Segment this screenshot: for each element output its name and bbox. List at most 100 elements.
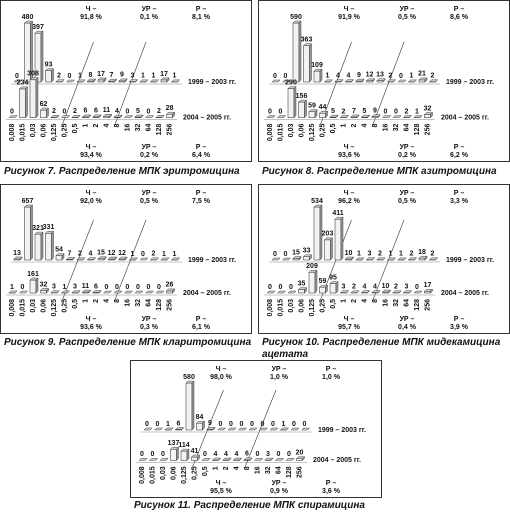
bar (24, 206, 31, 261)
annotation-label: УР – (400, 6, 415, 13)
bar-top (206, 427, 216, 430)
value-label: 0 (279, 284, 283, 291)
bar-side (35, 277, 39, 294)
value-label: 0 (256, 451, 260, 458)
annotation-value: 95,5 % (210, 488, 233, 495)
bar-top (155, 290, 165, 294)
category-label: 32 (135, 124, 142, 132)
value-label: 3 (342, 284, 346, 291)
bar (29, 279, 37, 294)
value-label: 0 (279, 108, 283, 115)
annotation-value: 0,5 % (398, 14, 417, 21)
category-label: 4 (361, 299, 368, 303)
value-label: 2 (405, 108, 409, 115)
annotation-value: 93,6 % (80, 324, 103, 331)
value-label: 0 (115, 284, 119, 291)
category-label: 64 (145, 124, 152, 132)
bar-top (392, 115, 402, 118)
bar-top (150, 79, 159, 83)
category-label: 0,5 (330, 299, 337, 309)
bar (308, 272, 316, 294)
bar-top (313, 204, 323, 208)
bar-top (164, 427, 174, 431)
bar-top (45, 68, 54, 71)
bar-top (238, 427, 247, 431)
bar (170, 449, 177, 461)
bar (29, 79, 37, 118)
bar-top (329, 114, 339, 118)
annotation-value: 6,2 % (450, 152, 469, 159)
annotation-value: 7,5 % (192, 198, 211, 205)
bar-side (35, 77, 39, 119)
bar-top (387, 79, 396, 83)
bar-side (40, 30, 44, 83)
bar-top (87, 78, 96, 82)
value-label: 3 (368, 251, 372, 258)
bar-top (285, 458, 295, 461)
bar-top (82, 114, 91, 118)
category-label: 0,25 (61, 299, 68, 313)
bar-top (196, 420, 205, 424)
category-label: 32 (135, 299, 142, 307)
bar (196, 422, 203, 431)
bar-top (13, 79, 23, 83)
annotation-label: Р – (196, 316, 207, 323)
category-label: 64 (403, 124, 410, 132)
annotation-label: Р – (454, 6, 465, 13)
bar-top (275, 458, 284, 461)
bar-side (314, 269, 318, 294)
annotation-label: УР – (400, 316, 415, 323)
bar-top (350, 290, 360, 294)
category-label: 128 (156, 299, 163, 311)
value-label: 1 (162, 251, 166, 258)
bar-top (103, 290, 112, 294)
row-label: 1999 – 2003 гг. (318, 427, 366, 434)
row-label: 1999 – 2003 гг. (188, 79, 236, 86)
value-label: 10 (345, 250, 353, 257)
value-label: 32 (424, 105, 432, 112)
value-label: 137 (168, 440, 180, 447)
value-label: 0 (229, 421, 233, 428)
bar-top (61, 290, 70, 294)
value-label: 0 (140, 451, 144, 458)
annotation-label: Ч – (86, 190, 97, 197)
row-label: 2004 – 2005 гг. (183, 114, 231, 121)
bar (45, 233, 52, 261)
bar-top (303, 43, 312, 46)
value-label: 0 (219, 421, 223, 428)
value-label: 17 (97, 71, 105, 78)
value-label: 12 (118, 250, 126, 257)
annotation-label: УР – (142, 6, 157, 13)
row-label: 2004 – 2005 гг. (441, 290, 489, 297)
value-label: 35 (298, 280, 306, 287)
annotation-label: Ч – (344, 144, 355, 151)
bar-top (298, 287, 307, 290)
figure-caption: Рисунок 7. Распределение МПК эритромицин… (4, 166, 240, 177)
bar-side (51, 230, 54, 261)
value-label: 2 (394, 284, 398, 291)
bar-top (61, 115, 70, 118)
bar-top (308, 270, 318, 273)
value-label: 0 (156, 421, 160, 428)
bar-top (124, 115, 133, 118)
row-label: 2004 – 2005 гг. (313, 457, 361, 464)
value-label: 4 (373, 283, 377, 290)
value-label: 0 (261, 421, 265, 428)
category-label: 16 (124, 124, 131, 132)
bar-top (66, 79, 75, 83)
category-label: 0,25 (191, 466, 198, 480)
value-label: 0 (284, 251, 288, 258)
value-label: 4 (224, 451, 228, 458)
value-label: 590 (290, 14, 302, 21)
value-label: 6 (84, 108, 88, 115)
category-label: 16 (124, 299, 131, 307)
bar-top (408, 79, 417, 83)
value-label: 93 (45, 61, 53, 68)
bar (19, 88, 26, 118)
bar (424, 114, 431, 118)
value-label: 17 (424, 282, 432, 289)
bar-top (227, 427, 237, 431)
bar (292, 22, 300, 83)
bar-side (304, 99, 307, 119)
